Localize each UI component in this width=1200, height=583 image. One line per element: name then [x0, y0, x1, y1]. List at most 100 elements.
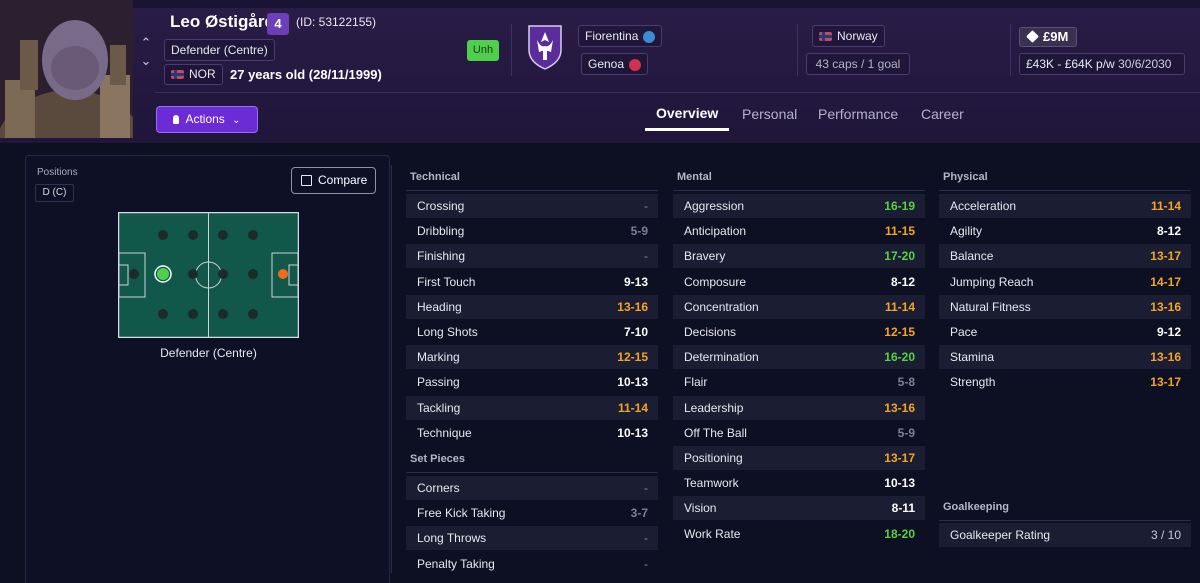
- club-icon: [629, 58, 642, 71]
- section-heading-goalkeeping: Goalkeeping: [943, 501, 1010, 513]
- attribute-row[interactable]: Positioning 13-17: [673, 446, 925, 470]
- attribute-row[interactable]: Dribbling 5-9: [406, 219, 658, 243]
- club-icon: [643, 30, 656, 43]
- transfer-value[interactable]: £9M: [1019, 27, 1078, 47]
- attribute-name: Concentration: [684, 300, 759, 314]
- attribute-name: Decisions: [684, 325, 737, 339]
- attribute-row[interactable]: Long Shots 7-10: [406, 320, 658, 344]
- status-badge[interactable]: Unh: [467, 40, 499, 61]
- chevron-up-icon[interactable]: ⌃: [140, 35, 152, 50]
- attribute-row[interactable]: Teamwork 10-13: [673, 471, 925, 495]
- attribute-row[interactable]: Tackling 11-14: [406, 396, 658, 420]
- attribute-row[interactable]: Natural Fitness 13-16: [939, 295, 1191, 319]
- attribute-row[interactable]: Leadership 13-16: [673, 396, 925, 420]
- attribute-value: 17-20: [884, 249, 915, 263]
- actions-button[interactable]: Actions ⌄: [156, 106, 258, 133]
- attribute-name: Dribbling: [417, 224, 465, 238]
- section-underline: [406, 190, 658, 191]
- attribute-value: 9-12: [1156, 325, 1181, 339]
- wage-text: £43K - £64K p/w: [1026, 57, 1115, 71]
- tab-career[interactable]: Career: [921, 106, 964, 122]
- tab-overview[interactable]: Overview: [656, 105, 719, 121]
- attribute-value: 5-9: [897, 426, 915, 440]
- attribute-row[interactable]: Aggression 16-19: [673, 194, 925, 218]
- position-badge: D (C): [35, 184, 74, 202]
- attribute-row[interactable]: Pace 9-12: [939, 320, 1191, 344]
- attribute-row[interactable]: Corners -: [406, 476, 658, 500]
- attribute-name: Free Kick Taking: [417, 506, 506, 520]
- attribute-value: 3-7: [630, 506, 648, 520]
- player-portrait: [0, 0, 133, 138]
- attribute-row[interactable]: Strength 13-17: [939, 370, 1191, 394]
- player-name: Leo Østigård: [170, 12, 275, 31]
- attribute-row[interactable]: Crossing -: [406, 194, 658, 218]
- contract-pill[interactable]: £43K - £64K p/w 30/6/2030: [1019, 53, 1185, 75]
- current-club-pill[interactable]: Fiorentina: [578, 25, 663, 47]
- loan-club-pill[interactable]: Genoa: [581, 53, 649, 75]
- top-strip: [0, 0, 1200, 8]
- attribute-value: 16-20: [884, 350, 915, 364]
- attribute-row[interactable]: Passing 10-13: [406, 370, 658, 394]
- attribute-row[interactable]: Heading 13-16: [406, 295, 658, 319]
- attribute-row[interactable]: Off The Ball 5-9: [673, 421, 925, 445]
- attribute-row[interactable]: Goalkeeper Rating 3 / 10: [939, 523, 1191, 547]
- attribute-row[interactable]: Long Throws -: [406, 526, 658, 550]
- attribute-name: Marking: [417, 350, 460, 364]
- section-heading-set-pieces: Set Pieces: [410, 453, 466, 465]
- attribute-name: Passing: [417, 375, 460, 389]
- attribute-row[interactable]: First Touch 9-13: [406, 270, 658, 294]
- attribute-row[interactable]: Acceleration 11-14: [939, 194, 1191, 218]
- attribute-row[interactable]: Finishing -: [406, 244, 658, 268]
- attribute-row[interactable]: Flair 5-8: [673, 370, 925, 394]
- attribute-row[interactable]: Stamina 13-16: [939, 345, 1191, 369]
- attribute-row[interactable]: Penalty Taking -: [406, 552, 658, 576]
- attribute-name: Balance: [950, 249, 994, 263]
- tab-performance[interactable]: Performance: [818, 106, 899, 122]
- attribute-value: 5-8: [897, 375, 915, 389]
- positions-heading: Positions: [37, 167, 78, 178]
- attribute-value: 13-16: [884, 401, 915, 415]
- attribute-value: -: [644, 249, 648, 263]
- attribute-name: First Touch: [417, 275, 476, 289]
- attribute-row[interactable]: Concentration 11-14: [673, 295, 925, 319]
- attribute-row[interactable]: Work Rate 18-20: [673, 522, 925, 546]
- header-separator: [1010, 24, 1011, 76]
- attribute-row[interactable]: Agility 8-12: [939, 219, 1191, 243]
- attribute-row[interactable]: Composure 8-12: [673, 270, 925, 294]
- attribute-row[interactable]: Decisions 12-15: [673, 320, 925, 344]
- attribute-name: Strength: [950, 375, 996, 389]
- caps-pill: 43 caps / 1 goal: [806, 53, 910, 75]
- attribute-row[interactable]: Marking 12-15: [406, 345, 658, 369]
- attribute-name: Aggression: [684, 199, 745, 213]
- attribute-name: Teamwork: [684, 476, 739, 490]
- nationality-pill[interactable]: NOR: [164, 64, 223, 85]
- attribute-value: 10-13: [884, 476, 915, 490]
- contract-expiry: 30/6/2030: [1118, 57, 1172, 71]
- international-pill[interactable]: Norway: [812, 25, 885, 47]
- attribute-row[interactable]: Determination 16-20: [673, 345, 925, 369]
- chevron-down-icon[interactable]: ⌄: [140, 53, 152, 68]
- attribute-name: Off The Ball: [684, 426, 747, 440]
- tab-personal[interactable]: Personal: [742, 106, 798, 122]
- section-heading-technical: Technical: [410, 171, 460, 183]
- attribute-row[interactable]: Anticipation 11-15: [673, 219, 925, 243]
- attribute-row[interactable]: Technique 10-13: [406, 421, 658, 445]
- player-header: ⌃ ⌄ Leo Østigård 4 (ID: 53122155) Defend…: [0, 0, 1200, 143]
- position-label: Defender (Centre): [171, 43, 268, 57]
- column-divider: [391, 165, 392, 573]
- attribute-row[interactable]: Jumping Reach 14-17: [939, 270, 1191, 294]
- club-crest-icon[interactable]: [525, 24, 565, 70]
- attribute-name: Penalty Taking: [417, 557, 495, 571]
- attribute-row[interactable]: Balance 13-17: [939, 244, 1191, 268]
- section-underline: [673, 190, 925, 191]
- compare-button[interactable]: Compare: [291, 167, 376, 194]
- attribute-value: 10-13: [617, 426, 648, 440]
- attribute-row[interactable]: Vision 8-11: [673, 496, 925, 520]
- position-pitch: [117, 211, 300, 339]
- attribute-name: Agility: [950, 224, 983, 238]
- attribute-name: Corners: [417, 481, 460, 495]
- attribute-value: 11-14: [884, 300, 915, 314]
- active-tab-underline: [645, 128, 729, 131]
- attribute-row[interactable]: Bravery 17-20: [673, 244, 925, 268]
- attribute-row[interactable]: Free Kick Taking 3-7: [406, 501, 658, 525]
